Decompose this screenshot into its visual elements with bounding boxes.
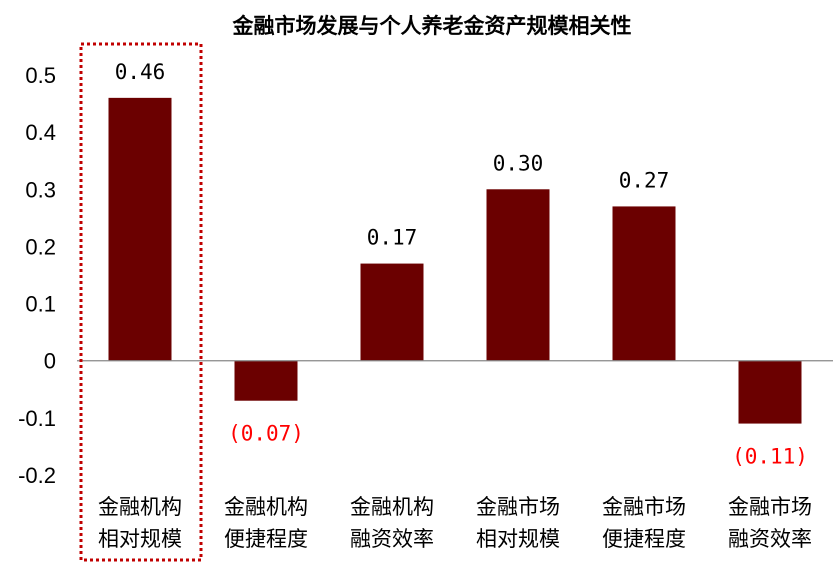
data-label: 0.17 bbox=[367, 226, 418, 250]
y-tick-label: -0.1 bbox=[18, 406, 56, 431]
y-tick-label: -0.2 bbox=[18, 463, 56, 488]
chart-title: 金融市场发展与个人养老金资产规模相关性 bbox=[232, 14, 632, 38]
category-label: 金融市场 bbox=[728, 495, 812, 519]
category-label: 金融机构 bbox=[350, 495, 434, 519]
highlight-box bbox=[79, 42, 203, 562]
category-label: 便捷程度 bbox=[602, 527, 686, 551]
category-label: 相对规模 bbox=[98, 527, 182, 551]
y-tick-label: 0 bbox=[44, 349, 56, 374]
category-label: 融资效率 bbox=[350, 527, 434, 551]
bars bbox=[108, 97, 802, 424]
data-label: 0.27 bbox=[619, 168, 670, 192]
bar bbox=[108, 97, 172, 361]
data-label: 0.30 bbox=[493, 151, 544, 175]
y-tick-label: 0.2 bbox=[25, 234, 56, 259]
category-label: 便捷程度 bbox=[224, 527, 308, 551]
category-label: 金融机构 bbox=[98, 495, 182, 519]
category-label: 金融市场 bbox=[476, 495, 560, 519]
category-label: 金融市场 bbox=[602, 495, 686, 519]
y-tick-label: 0.5 bbox=[25, 63, 56, 88]
category-label: 相对规模 bbox=[476, 527, 560, 551]
bar bbox=[738, 360, 802, 424]
bar bbox=[486, 189, 550, 361]
y-tick-label: 0.1 bbox=[25, 292, 56, 317]
bar bbox=[360, 263, 424, 361]
data-labels: 0.46 (0.07) 0.17 0.30 0.27 (0.11) bbox=[115, 60, 808, 469]
bar bbox=[234, 360, 298, 401]
bar bbox=[612, 206, 676, 361]
y-tick-label: 0.3 bbox=[25, 177, 56, 202]
category-label: 金融机构 bbox=[224, 495, 308, 519]
y-axis: 0.5 0.4 0.3 0.2 0.1 0 -0.1 -0.2 bbox=[18, 63, 56, 488]
category-label: 融资效率 bbox=[728, 527, 812, 551]
data-label: (0.07) bbox=[228, 422, 304, 446]
data-label: 0.46 bbox=[115, 60, 166, 84]
y-tick-label: 0.4 bbox=[25, 120, 56, 145]
data-label: (0.11) bbox=[732, 445, 808, 469]
